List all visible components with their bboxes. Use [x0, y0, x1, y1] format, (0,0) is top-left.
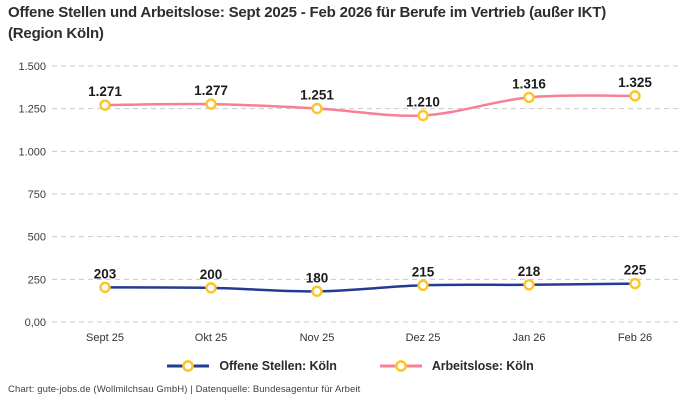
data-point-label: 200: [200, 267, 223, 282]
data-point-label: 1.210: [406, 94, 440, 109]
series-line: [103, 282, 637, 293]
legend-item-offene-stellen: Offene Stellen: Köln: [166, 359, 337, 373]
data-point-marker: [629, 277, 641, 290]
data-point-label: 1.277: [194, 83, 228, 98]
legend-swatch-pink-line-icon: [379, 360, 422, 372]
legend-swatch-navy-line-icon: [167, 360, 210, 372]
data-point-label: 225: [624, 263, 647, 278]
x-axis-tick-label: Feb 26: [618, 332, 652, 344]
x-axis-tick-label: Nov 25: [300, 332, 335, 344]
data-point-label: 180: [306, 270, 329, 285]
data-point-label: 218: [518, 264, 541, 279]
data-point-marker: [205, 282, 217, 294]
x-axis-tick-label: Sept 25: [86, 332, 124, 344]
data-point-label: 1.316: [512, 76, 546, 91]
y-axis-tick-label: 1.500: [18, 61, 46, 73]
x-axis-tick-label: Dez 25: [406, 332, 441, 344]
data-point-marker: [99, 281, 111, 294]
data-point-marker: [523, 91, 535, 104]
data-point-label: 203: [94, 266, 117, 281]
data-point-marker: [205, 98, 217, 110]
y-axis-tick-label: 1.000: [18, 146, 46, 158]
series-line: [103, 94, 637, 118]
data-point-marker: [99, 99, 111, 111]
data-point-label: 1.325: [618, 75, 652, 90]
y-axis-tick-label: 250: [28, 274, 46, 286]
data-point-marker: [629, 90, 641, 102]
data-point-marker: [311, 285, 323, 297]
data-point-marker: [523, 279, 535, 291]
y-axis-tick-label: 500: [28, 232, 46, 244]
y-axis-tick-label: 750: [28, 189, 46, 201]
data-point-marker: [417, 279, 429, 292]
legend-item-arbeitslose: Arbeitslose: Köln: [379, 359, 534, 373]
y-axis-tick-label: 1.250: [18, 104, 46, 116]
data-point-marker: [417, 109, 429, 122]
chart-legend: Offene Stellen: Köln Arbeitslose: Köln: [0, 359, 700, 373]
data-point-label: 1.251: [300, 87, 334, 102]
y-axis-tick-label: 0,00: [25, 317, 46, 329]
legend-label-offene-stellen: Offene Stellen: Köln: [219, 359, 337, 373]
x-axis-tick-label: Jan 26: [512, 332, 545, 344]
chart-title: Offene Stellen und Arbeitslose: Sept 202…: [8, 4, 607, 42]
x-axis-tick-label: Okt 25: [195, 332, 227, 344]
attribution-footer: Chart: gute-jobs.de (Wollmilchsau GmbH) …: [8, 384, 361, 395]
data-point-label: 215: [412, 264, 435, 279]
data-point-marker: [311, 102, 323, 115]
data-point-label: 1.271: [88, 84, 122, 99]
legend-label-arbeitslose: Arbeitslose: Köln: [431, 359, 534, 373]
